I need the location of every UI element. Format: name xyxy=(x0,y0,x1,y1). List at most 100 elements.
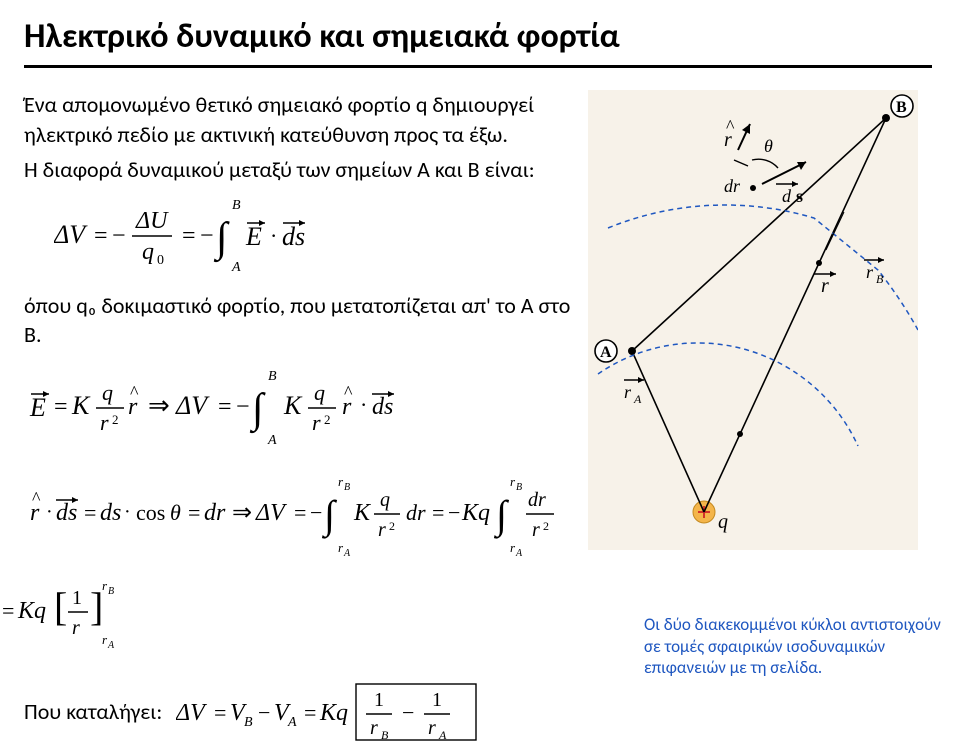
svg-text:r: r xyxy=(72,617,80,639)
svg-text:r: r xyxy=(128,394,138,420)
svg-text:q: q xyxy=(142,239,154,265)
equation-3: ^ r · ds = ds · cos θ = dr ⇒ ΔV = − ∫ r xyxy=(28,468,588,656)
svg-text:cos: cos xyxy=(136,500,165,525)
svg-text:r: r xyxy=(724,129,732,151)
svg-text:B: B xyxy=(896,99,907,116)
equation-2: E = K q r 2 ^ r ⇒ ΔV = − ∫ B A K q xyxy=(28,362,588,456)
svg-text:r: r xyxy=(866,262,874,282)
svg-text:=: = xyxy=(218,394,232,420)
svg-text:ΔV: ΔV xyxy=(54,220,88,249)
svg-text:=: = xyxy=(294,500,306,525)
svg-text:B: B xyxy=(876,272,884,286)
svg-text:r: r xyxy=(821,275,829,297)
svg-text:K: K xyxy=(283,391,303,420)
svg-text:⇒: ⇒ xyxy=(148,391,170,420)
svg-text:·: · xyxy=(360,392,367,417)
svg-text:ds: ds xyxy=(372,394,393,420)
svg-text:=: = xyxy=(188,500,200,525)
svg-text:r: r xyxy=(624,382,632,402)
svg-text:A: A xyxy=(515,548,523,558)
svg-text:r: r xyxy=(532,519,540,541)
svg-text:ΔV: ΔV xyxy=(255,500,287,526)
svg-text:−: − xyxy=(448,500,460,525)
page-title: Ηλεκτρικό δυναμικό και σημειακά φορτία xyxy=(24,10,932,68)
svg-text:dr: dr xyxy=(724,176,741,196)
svg-text:∫: ∫ xyxy=(249,386,266,434)
svg-text:s: s xyxy=(796,186,803,206)
svg-text:A: A xyxy=(600,344,612,361)
svg-text:A: A xyxy=(633,392,642,406)
svg-text:q: q xyxy=(314,380,325,405)
svg-text:A: A xyxy=(231,260,241,273)
svg-text:dr: dr xyxy=(406,500,426,525)
svg-text:2: 2 xyxy=(389,519,395,533)
svg-text:=: = xyxy=(54,394,68,420)
svg-text:∫: ∫ xyxy=(213,215,230,263)
svg-text:K: K xyxy=(71,391,91,420)
svg-text:ds: ds xyxy=(282,222,305,251)
svg-text:dr: dr xyxy=(528,489,546,511)
diagram-caption: Οι δύο διακεκομμένοι κύκλοι αντιστοιχούν… xyxy=(644,614,944,678)
svg-text:−: − xyxy=(236,394,250,420)
svg-text:q: q xyxy=(718,511,728,533)
svg-text:r: r xyxy=(370,717,378,739)
svg-text:[: [ xyxy=(54,584,67,629)
paragraph-1: Ένα απομονωμένο θετικό σημειακό φορτίο q… xyxy=(24,90,588,149)
svg-text:2: 2 xyxy=(543,519,549,533)
svg-text:A: A xyxy=(343,548,351,558)
svg-text:A: A xyxy=(267,433,277,448)
svg-text:1: 1 xyxy=(374,689,384,711)
svg-text:A: A xyxy=(438,728,447,742)
svg-text:ΔV: ΔV xyxy=(175,391,210,420)
svg-text:r: r xyxy=(30,500,40,526)
svg-text:d: d xyxy=(782,186,792,206)
svg-text:ds: ds xyxy=(56,500,77,526)
svg-text:E: E xyxy=(29,393,46,422)
svg-text:ds: ds xyxy=(100,500,121,526)
svg-text:=: = xyxy=(2,598,14,623)
field-diagram: q A B xyxy=(588,90,918,550)
svg-text:·: · xyxy=(270,223,277,248)
svg-text:=: = xyxy=(432,500,444,525)
svg-text:0: 0 xyxy=(157,253,164,268)
svg-text:2: 2 xyxy=(324,412,331,427)
svg-text:·: · xyxy=(124,501,131,523)
svg-text:∫: ∫ xyxy=(493,492,510,539)
svg-text:A: A xyxy=(287,715,297,730)
svg-text:B: B xyxy=(381,728,389,742)
svg-text:r: r xyxy=(378,519,386,541)
svg-text:Kq: Kq xyxy=(461,500,490,526)
svg-text:E: E xyxy=(245,222,262,251)
svg-text:q: q xyxy=(102,380,113,405)
svg-text:q: q xyxy=(380,489,390,511)
svg-text:B: B xyxy=(108,586,114,597)
svg-text:2: 2 xyxy=(112,412,119,427)
svg-text:θ: θ xyxy=(764,136,773,156)
svg-text:A: A xyxy=(107,640,115,651)
svg-text:∫: ∫ xyxy=(321,492,338,539)
equation-4: Που καταλήγει: ΔV = V B − V A = Kq 1 r B… xyxy=(24,674,588,750)
final-label: Που καταλήγει: xyxy=(24,697,162,727)
svg-text:−: − xyxy=(258,700,270,725)
svg-text:⇒: ⇒ xyxy=(232,500,252,526)
paragraph-3: όπου q₀ δοκιμαστικό φορτίο, που μετατοπί… xyxy=(24,291,588,350)
svg-text:1: 1 xyxy=(432,689,442,711)
svg-text:−: − xyxy=(200,223,214,249)
svg-text:−: − xyxy=(112,223,126,249)
svg-text:·: · xyxy=(46,501,53,523)
svg-text:r: r xyxy=(312,410,321,435)
svg-text:B: B xyxy=(232,198,241,213)
svg-text:B: B xyxy=(516,482,522,493)
paragraph-2: Η διαφορά δυναμικού μεταξύ των σημείων Α… xyxy=(24,155,588,185)
svg-text:Kq: Kq xyxy=(17,598,46,624)
svg-text:r: r xyxy=(342,394,352,420)
svg-text:B: B xyxy=(344,482,350,493)
svg-text:θ: θ xyxy=(170,500,181,525)
svg-text:ΔU: ΔU xyxy=(135,208,169,234)
svg-text:−: − xyxy=(402,700,414,725)
svg-text:ΔV: ΔV xyxy=(176,700,207,726)
svg-text:=: = xyxy=(94,223,108,249)
svg-text:B: B xyxy=(244,715,253,730)
svg-text:dr: dr xyxy=(204,500,226,526)
equation-1: ΔV = − ΔU q 0 = − ∫ B A E · xyxy=(54,193,588,281)
